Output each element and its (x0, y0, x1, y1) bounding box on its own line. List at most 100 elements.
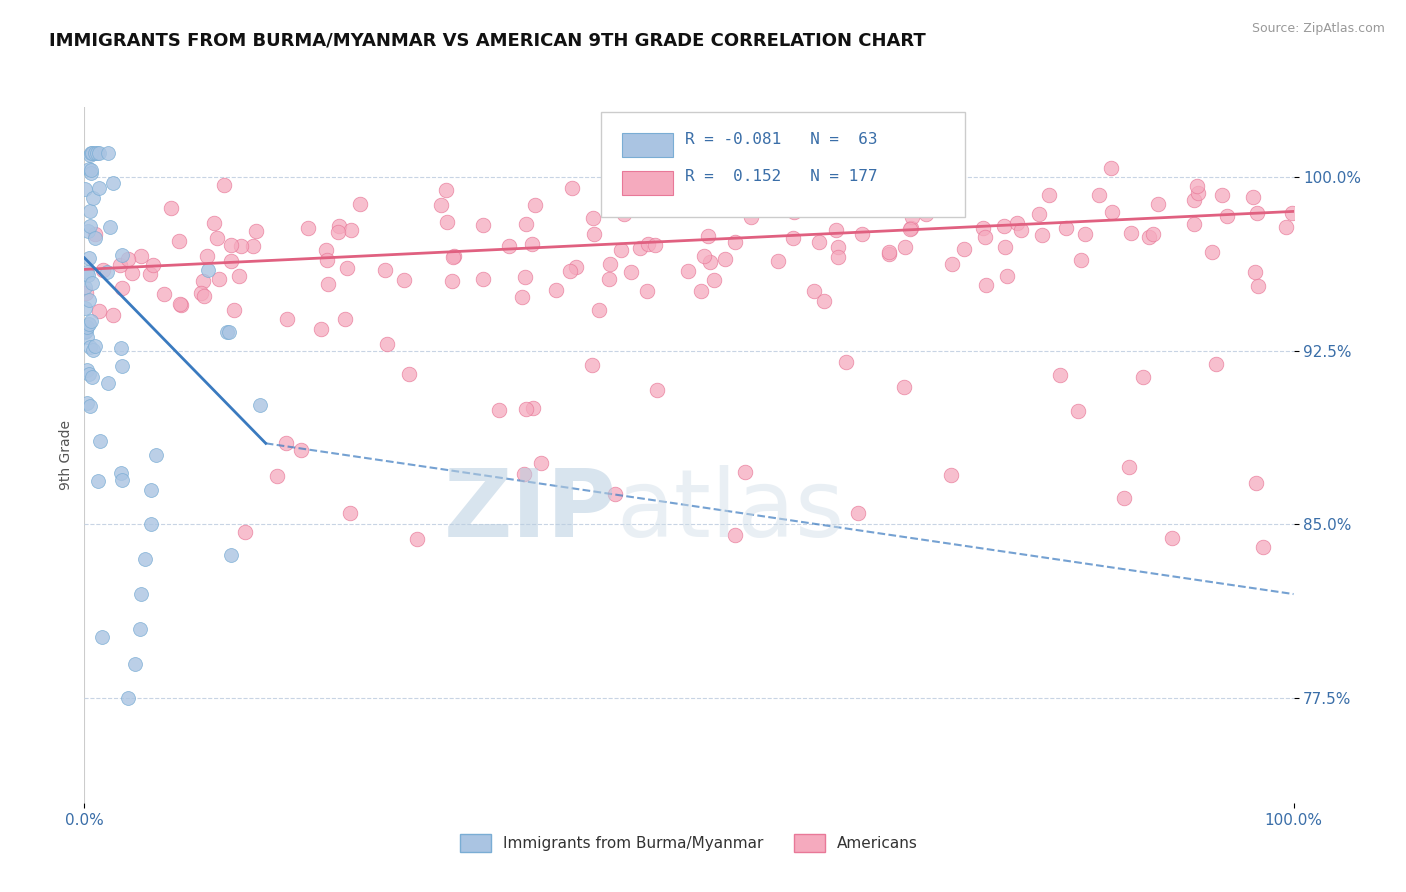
Point (879, 244, 901, 259)
Point (110, 467, 132, 481)
Point (436, 215, 458, 229)
Point (724, 235, 747, 249)
Point (1187, 186, 1209, 200)
Point (297, 220, 319, 235)
Point (1281, 206, 1303, 220)
Point (77, 251, 100, 265)
Point (79, 340, 101, 354)
Point (141, 517, 163, 532)
Point (87, 304, 110, 318)
Point (1101, 204, 1123, 219)
Point (218, 325, 240, 339)
Point (290, 443, 312, 458)
Point (205, 231, 228, 245)
Point (761, 169, 783, 184)
Text: atlas: atlas (616, 465, 845, 557)
Point (212, 178, 235, 192)
Point (817, 198, 839, 212)
Point (142, 258, 165, 272)
Point (546, 284, 568, 298)
Point (76, 363, 98, 377)
Point (208, 271, 231, 285)
Point (124, 657, 146, 671)
Point (588, 302, 610, 317)
Point (169, 297, 191, 311)
Point (1038, 188, 1060, 202)
Point (349, 196, 371, 211)
Point (515, 217, 537, 231)
Point (111, 248, 134, 262)
Point (1099, 161, 1122, 175)
Point (1074, 227, 1097, 242)
Point (110, 280, 132, 294)
Point (195, 248, 218, 262)
Point (628, 241, 651, 255)
Point (117, 691, 139, 706)
Point (827, 240, 849, 254)
Point (1067, 404, 1090, 418)
Point (637, 237, 659, 252)
Point (87, 474, 110, 488)
Point (1247, 279, 1270, 293)
Point (723, 528, 745, 542)
Point (190, 286, 212, 301)
Point (110, 341, 132, 355)
Point (141, 483, 163, 497)
Point (170, 298, 193, 312)
Point (76, 395, 98, 409)
Point (1031, 228, 1053, 243)
Point (1010, 223, 1032, 237)
Point (783, 204, 806, 219)
Point (846, 506, 869, 520)
Point (1087, 188, 1109, 202)
Point (79, 399, 101, 413)
Point (699, 254, 721, 268)
Point (316, 253, 339, 268)
Point (582, 211, 605, 225)
Point (953, 242, 976, 256)
Point (77, 161, 100, 176)
Point (472, 272, 495, 286)
Point (797, 162, 820, 177)
Point (97, 376, 120, 390)
Point (941, 257, 963, 271)
Point (80, 370, 103, 384)
Point (80, 276, 103, 290)
Point (121, 266, 143, 280)
Point (1161, 532, 1184, 546)
Point (79, 219, 101, 233)
Point (434, 183, 457, 197)
Point (219, 548, 242, 562)
Point (129, 587, 152, 601)
Point (160, 201, 183, 215)
Point (1241, 190, 1264, 204)
Point (598, 272, 620, 286)
Point (76, 265, 98, 279)
Point (228, 268, 250, 283)
Point (1118, 460, 1140, 475)
Point (610, 244, 633, 258)
Point (440, 274, 463, 288)
Point (103, 176, 125, 190)
Point (513, 270, 536, 285)
Point (108, 258, 131, 272)
Point (1121, 226, 1143, 240)
Point (1201, 244, 1223, 259)
Point (696, 229, 718, 244)
Point (678, 196, 700, 211)
Point (89, 434, 111, 448)
Point (193, 288, 215, 302)
Point (714, 252, 737, 266)
Point (740, 211, 762, 225)
Point (79, 203, 101, 218)
Y-axis label: 9th Grade: 9th Grade (59, 420, 73, 490)
Point (97, 146, 120, 161)
Point (488, 403, 510, 417)
Point (1028, 207, 1050, 221)
Point (1049, 368, 1071, 382)
Point (1205, 357, 1227, 371)
Point (111, 473, 134, 487)
Point (430, 198, 453, 212)
Point (219, 253, 242, 268)
Point (995, 269, 1018, 284)
